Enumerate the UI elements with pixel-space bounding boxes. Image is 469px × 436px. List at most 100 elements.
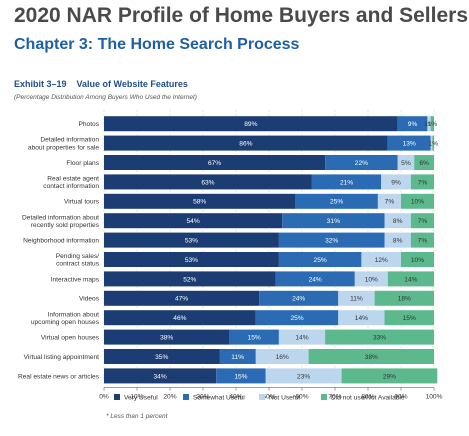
legend-label: Very Useful xyxy=(124,395,158,402)
bar-value-label: 31% xyxy=(327,218,340,225)
category-label: upcoming open houses xyxy=(31,319,100,326)
bar-value-label: 86% xyxy=(239,141,252,148)
bar-value-label: 54% xyxy=(186,218,199,225)
bar-value-label: 7% xyxy=(385,199,395,206)
bar-value-label: 53% xyxy=(185,257,198,264)
category-label: Interactive maps xyxy=(51,276,100,283)
bar-segment-not-useful xyxy=(361,252,401,267)
bar-segment-did-not-use-not-available xyxy=(374,290,434,306)
bar-segment-did-not-use-not-available xyxy=(410,174,434,190)
category-label: Real estate news or articles xyxy=(18,373,100,380)
bar-segment-very-useful xyxy=(104,213,283,229)
category-label: Virtual listing appointment xyxy=(24,354,100,361)
bar-segment-did-not-use-not-available xyxy=(325,329,434,345)
x-tick-label: 20% xyxy=(163,394,176,401)
bar-value-label: 16% xyxy=(276,354,289,361)
category-label: Photos xyxy=(78,121,99,128)
category-label: Detailed information xyxy=(40,137,99,144)
x-tick-label: 30% xyxy=(196,394,209,401)
category-label: Neighborhood information xyxy=(23,238,99,245)
category-label: Pending sales/ xyxy=(56,253,99,260)
bar-segment-somewhat-useful xyxy=(275,271,355,287)
category-label: Information about xyxy=(48,311,99,318)
bar-value-label: 18% xyxy=(398,296,411,303)
bar-segment-somewhat-useful xyxy=(219,349,256,364)
x-tick-label: 80% xyxy=(361,394,374,401)
bar-value-label: 25% xyxy=(330,199,343,206)
bar-value-label: 15% xyxy=(234,373,247,380)
bar-value-label: 33% xyxy=(373,335,386,342)
bar-value-label: 29% xyxy=(383,373,396,380)
bar-value-label: 8% xyxy=(393,238,403,245)
bar-value-label: 63% xyxy=(201,179,214,186)
bar-segment-did-not-use-not-available xyxy=(430,116,434,132)
bar-value-label: 34% xyxy=(153,373,166,380)
bar-value-label: 10% xyxy=(365,276,378,283)
x-tick-label: 50% xyxy=(262,394,275,401)
legend-swatch xyxy=(183,394,189,400)
category-label: Floor plans xyxy=(66,160,99,167)
bar-value-label: 38% xyxy=(365,354,378,361)
bar-segment-somewhat-useful xyxy=(282,213,385,229)
bar-value-label: 7% xyxy=(418,238,428,245)
bar-value-label: 67% xyxy=(208,160,221,167)
exhibit-title: Value of Website Features xyxy=(76,79,188,89)
bar-segment-very-useful xyxy=(104,174,312,190)
bar-segment-very-useful xyxy=(104,271,276,287)
page-title: 2020 NAR Profile of Home Buyers and Sell… xyxy=(14,4,468,27)
bar-segment-not-useful xyxy=(397,155,415,170)
bar-segment-very-useful xyxy=(104,155,326,170)
bar-segment-did-not-use-not-available xyxy=(387,271,434,287)
bar-segment-very-useful xyxy=(104,310,256,326)
bar-value-label: 9% xyxy=(391,179,401,186)
bar-segment-not-useful xyxy=(377,193,401,209)
category-label: Detailed information about xyxy=(22,214,99,221)
bar-value-label: 10% xyxy=(411,257,424,264)
x-tick-label: 40% xyxy=(229,394,242,401)
bar-value-label: 6% xyxy=(419,160,429,167)
bar-value-label: 15% xyxy=(248,335,261,342)
x-tick-label: 100% xyxy=(426,394,443,401)
bar-segment-somewhat-useful xyxy=(216,368,266,384)
bar-segment-not-useful xyxy=(338,290,375,306)
bar-value-label: 14% xyxy=(355,315,368,322)
bar-segment-very-useful xyxy=(104,329,230,345)
category-label: Videos xyxy=(79,296,100,303)
bar-segment-very-useful xyxy=(104,368,217,384)
category-label: recently sold properties xyxy=(31,222,100,229)
bar-value-label: 5% xyxy=(401,160,411,167)
bar-value-label: 14% xyxy=(295,335,308,342)
bar-segment-not-useful xyxy=(354,271,388,287)
bar-value-label: 22% xyxy=(355,160,368,167)
bar-segment-somewhat-useful xyxy=(397,116,428,132)
bar-segment-did-not-use-not-available xyxy=(401,252,434,267)
bar-value-label: 12% xyxy=(375,257,388,264)
bar-segment-somewhat-useful xyxy=(311,174,382,190)
bar-value-label: 15% xyxy=(403,315,416,322)
x-tick-label: 0% xyxy=(99,394,109,401)
bar-segment-very-useful xyxy=(104,193,296,209)
legend-label: Did not use/Not Available xyxy=(331,395,405,402)
bar-segment-very-useful xyxy=(104,349,220,364)
legend-label: Somewhat Useful xyxy=(193,395,245,402)
bar-value-label: 13% xyxy=(403,141,416,148)
bar-value-label: 52% xyxy=(183,276,196,283)
bar-value-label: 38% xyxy=(160,335,173,342)
exhibit-heading: Exhibit 3–19 Value of Website Features xyxy=(14,79,188,89)
bar-value-label: 11% xyxy=(350,296,363,303)
bar-segment-somewhat-useful xyxy=(278,232,385,248)
bar-segment-not-useful xyxy=(381,174,411,190)
legend: Very Useful Somewhat Useful Not Useful Did … xyxy=(114,394,405,402)
bar-value-label: 24% xyxy=(309,276,322,283)
bar-segment-not-useful xyxy=(255,349,309,364)
bar-value-label: 1% xyxy=(424,121,434,128)
x-tick-label: 70% xyxy=(328,394,341,401)
x-axis-ticks: 0% 10% 20% 30% 40% 50% 60% 70% 80% 90% 100% xyxy=(99,387,443,401)
exhibit-note: (Percentage Distribution Among Buyers Wh… xyxy=(14,94,197,101)
bar-value-label: 9% xyxy=(408,121,418,128)
bar-value-label: 46% xyxy=(173,315,186,322)
bars: 89% 9% 1%1%86% 13% 1%67% 22% 5% 6%63% 21% 9% 7%58%… xyxy=(104,116,438,384)
